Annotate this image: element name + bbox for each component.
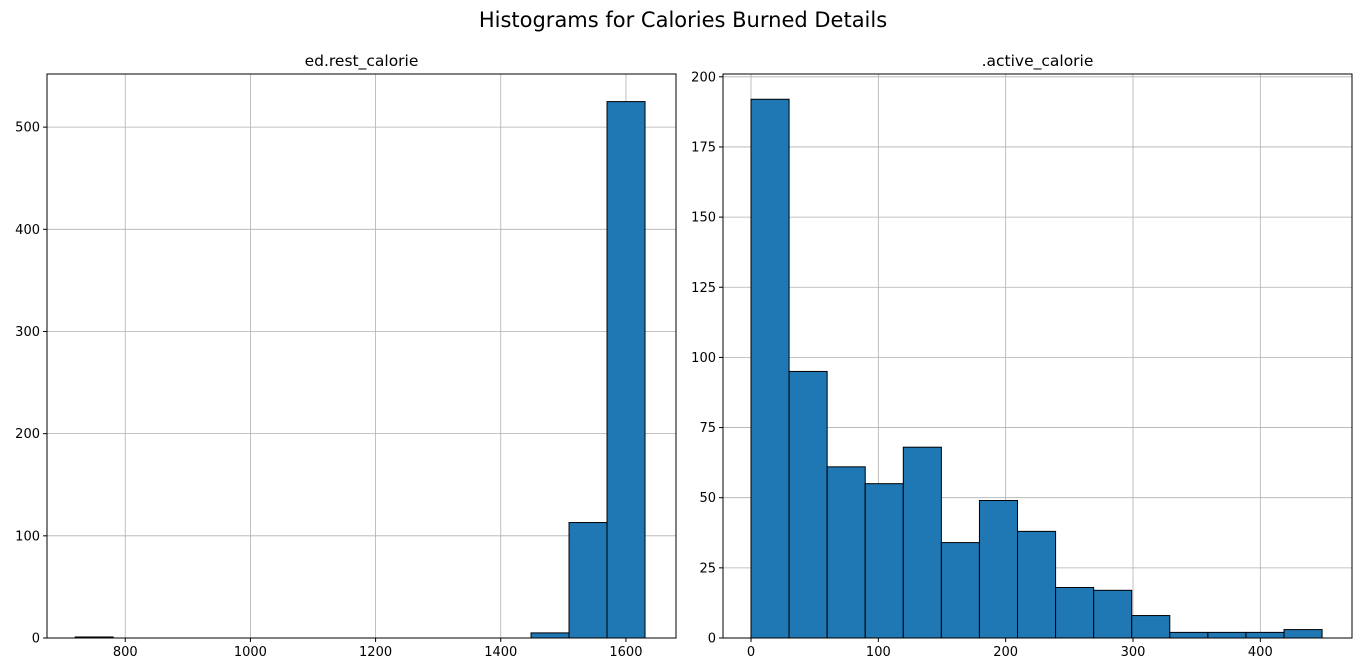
x-tick-label: 100 [866,645,891,660]
histogram-bar [826,466,866,639]
x-tick-label: 0 [747,645,755,660]
x-tick-label: 800 [113,645,138,660]
x-tick-label: 1400 [484,645,517,660]
y-tick-label: 0 [708,632,716,647]
subplot-2: 0 100 200 300 400 0 25 50 75 100 125 150 175 200 .acti… [691,52,1353,660]
y-tick-label: 100 [15,529,40,544]
histogram-bar [568,522,608,639]
subplot-title: ed.rest_calorie [305,52,419,71]
y-tick-label: 200 [691,70,716,85]
axes-frame [722,73,1353,639]
x-tick-label: 1000 [234,645,267,660]
histogram-bar [1093,589,1133,639]
histogram-bar [530,632,570,639]
histogram-bar [1245,631,1285,639]
histogram-bar [1017,530,1057,639]
histogram-bar [788,370,828,639]
histogram-bar [750,98,790,639]
subplot-title: .active_calorie [982,52,1094,71]
histogram-bar [606,101,646,639]
y-tick-label: 100 [691,351,716,366]
y-tick-label: 25 [699,561,716,576]
histogram-bar [1131,615,1171,639]
y-tick-label: 75 [699,421,716,436]
y-tick-label: 300 [15,325,40,340]
histogram-bar [1055,586,1095,639]
histogram-bar [940,542,980,639]
y-tick-label: 125 [691,281,716,296]
y-tick-label: 0 [32,632,40,647]
figure-title: Histograms for Calories Burned Details [478,8,888,32]
histogram-bar [902,446,942,639]
histogram-bar [978,500,1019,639]
x-tick-label: 200 [993,645,1018,660]
y-tick-label: 150 [691,211,716,226]
histogram-bar [864,483,904,639]
y-tick-label: 175 [691,140,716,155]
y-tick-label: 500 [15,121,40,136]
subplot-1: 800 1000 1200 1400 1600 0 100 200 300 400 500 ed.re… [15,52,677,660]
histogram-bar [1283,629,1323,639]
histogram-bar [1207,631,1247,639]
x-tick-label: 300 [1121,645,1146,660]
histogram-bar [1169,631,1209,639]
y-tick-label: 200 [15,427,40,442]
y-tick-label: 50 [699,491,716,506]
y-tick-label: 400 [15,223,40,238]
x-tick-label: 1200 [359,645,392,660]
x-tick-label: 1600 [609,645,642,660]
axes-frame [46,73,677,639]
x-tick-label: 400 [1248,645,1273,660]
